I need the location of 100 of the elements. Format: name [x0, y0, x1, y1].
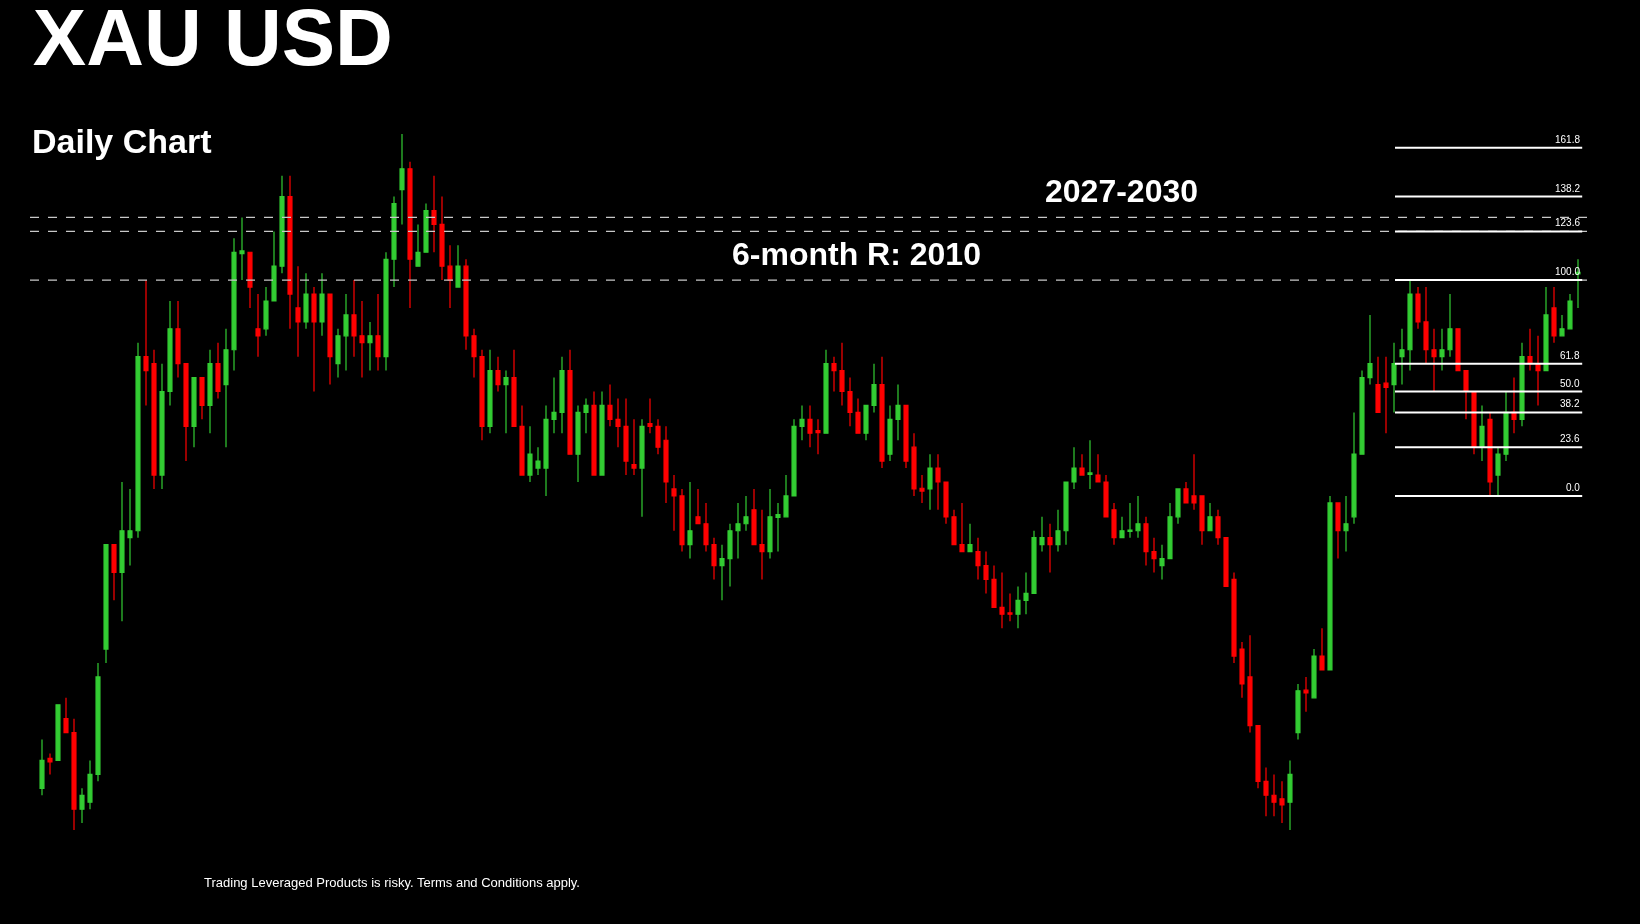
- candlestick: [775, 502, 781, 553]
- candlestick: [1175, 488, 1181, 525]
- candlestick: [1255, 725, 1261, 789]
- candlestick: [1391, 342, 1397, 413]
- candlestick: [495, 356, 501, 393]
- candlestick: [1223, 537, 1229, 588]
- candlestick: [343, 293, 349, 372]
- candlestick: [247, 251, 253, 309]
- candlestick: [919, 474, 925, 504]
- candlestick: [1447, 293, 1453, 358]
- candlestick: [1519, 342, 1525, 427]
- candlestick: [1271, 773, 1277, 817]
- candlestick: [879, 356, 885, 469]
- candlestick: [1415, 286, 1421, 330]
- candlestick: [727, 523, 733, 588]
- candlestick: [1039, 516, 1045, 553]
- candlestick: [223, 328, 229, 448]
- annotation: 100.0: [1555, 266, 1581, 277]
- candlestick: [1199, 495, 1205, 546]
- annotation: 61.8: [1560, 350, 1580, 361]
- candlestick: [399, 133, 405, 226]
- candlestick: [263, 286, 269, 337]
- candlestick: [647, 397, 653, 434]
- candlestick: [359, 300, 365, 379]
- candlestick: [1319, 627, 1325, 671]
- candlestick: [631, 418, 637, 476]
- candlestick: [143, 279, 149, 407]
- candlestick: [119, 481, 125, 622]
- candlestick: [503, 370, 509, 434]
- candlestick: [159, 363, 165, 490]
- candlestick: [439, 195, 445, 281]
- candlestick: [1167, 502, 1173, 560]
- candlestick: [1551, 286, 1557, 344]
- candlestick: [1311, 648, 1317, 699]
- candlestick: [1007, 592, 1013, 622]
- candlestick: [967, 523, 973, 553]
- candlestick: [1359, 370, 1365, 455]
- candlestick: [1279, 780, 1285, 824]
- candlestick: [855, 397, 861, 434]
- candlestick: [1303, 676, 1309, 713]
- candlestick: [583, 397, 589, 434]
- candlestick: [215, 342, 221, 400]
- candlestick: [1543, 286, 1549, 372]
- annotation: 2027-2030: [1045, 173, 1199, 209]
- candlestick: [735, 502, 741, 560]
- candlestick: [367, 321, 373, 372]
- candlestick: [543, 404, 549, 497]
- candlestick: [351, 279, 357, 358]
- candlestick: [823, 349, 829, 434]
- candlestick: [391, 195, 397, 288]
- candlestick: [1407, 279, 1413, 372]
- candlestick: [1111, 502, 1117, 546]
- candlestick: [207, 349, 213, 434]
- candlestick: [1263, 766, 1269, 817]
- candlestick: [1559, 314, 1565, 337]
- candlestick: [1327, 495, 1333, 671]
- candlestick: [191, 376, 197, 448]
- candlestick: [455, 244, 461, 288]
- candlestick: [1503, 390, 1509, 462]
- candlestick: [1431, 328, 1437, 393]
- candlestick: [415, 223, 421, 267]
- candlestick: [567, 349, 573, 455]
- candlestick: [383, 251, 389, 372]
- candlestick: [447, 244, 453, 309]
- candlestick: [1287, 759, 1293, 831]
- candlestick: [615, 397, 621, 448]
- candlestick: [1439, 328, 1445, 372]
- candlestick: [1239, 641, 1245, 699]
- candlestick: [751, 488, 757, 546]
- candlestick: [319, 272, 325, 337]
- candlestick: [1471, 390, 1477, 455]
- candlestick: [591, 390, 597, 476]
- candlestick: [655, 418, 661, 455]
- text: Trading Leveraged Products is risky. Terms and Conditions apply.: [204, 875, 580, 890]
- candlestick: [799, 404, 805, 441]
- annotation: 50.0: [1560, 378, 1580, 389]
- candlestick: [471, 328, 477, 379]
- annotation: 6-month R: 2010: [732, 236, 981, 272]
- candlestick: [479, 349, 485, 441]
- candlestick: [1191, 453, 1197, 511]
- candlestick: [1207, 502, 1213, 532]
- candlestick: [255, 293, 261, 358]
- annotation: 0.0: [1566, 482, 1581, 493]
- candlestick: [431, 175, 437, 253]
- candlestick: [287, 175, 293, 330]
- candlestick: [767, 488, 773, 560]
- candlestick: [1375, 356, 1381, 413]
- candlestick: [271, 230, 277, 302]
- candlestick: [1455, 328, 1461, 372]
- candlestick: [839, 342, 845, 407]
- candlestick: [791, 418, 797, 497]
- candlestick: [975, 537, 981, 581]
- candlestick: [1023, 571, 1029, 615]
- candlestick: [199, 376, 205, 420]
- candlestick: [1567, 293, 1573, 330]
- candlestick: [1079, 453, 1085, 476]
- candlestick: [831, 356, 837, 393]
- candlestick: [1215, 509, 1221, 546]
- candlestick: [1295, 683, 1301, 741]
- candlestick: [679, 488, 685, 553]
